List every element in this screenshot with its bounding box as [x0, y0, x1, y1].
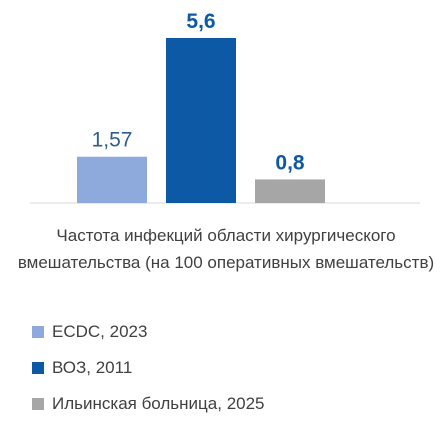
legend-label: ECDC, 2023	[52, 322, 148, 341]
data-label: 0,8	[275, 151, 305, 174]
legend-swatch	[32, 398, 44, 410]
bar-ecdc	[77, 156, 147, 203]
legend: ECDC, 2023 ВОЗ, 2011 Ильинская больница,…	[32, 314, 265, 422]
legend-item-who: ВОЗ, 2011	[32, 350, 265, 386]
legend-swatch	[32, 362, 44, 374]
legend-item-ilyinskaya: Ильинская больница, 2025	[32, 386, 265, 422]
legend-item-ecdc: ECDC, 2023	[32, 314, 265, 350]
bar-ilyinskaya	[255, 179, 325, 203]
data-label: 5,6	[186, 10, 215, 33]
legend-label: ВОЗ, 2011	[52, 358, 133, 377]
legend-label: Ильинская больница, 2025	[52, 394, 265, 413]
legend-swatch	[32, 326, 44, 338]
bar-who	[166, 38, 236, 203]
chart-plot-area: 1,57 5,6 0,8	[30, 10, 420, 204]
data-label: 1,57	[92, 129, 133, 152]
x-axis-title: Частота инфекций области хирургического …	[17, 226, 435, 272]
